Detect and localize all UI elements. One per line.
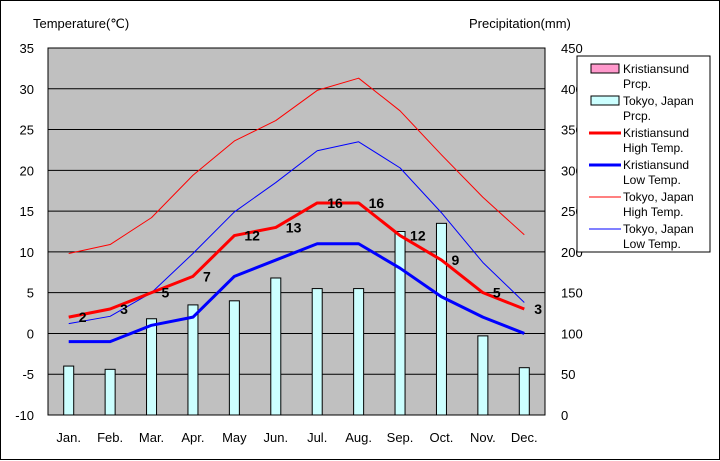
x-tick-label: Nov.: [470, 430, 496, 445]
x-axis-ticks: Jan. Feb. Mar. Apr. May Jun. Jul. Aug. Sep. Oct. N…: [56, 430, 537, 445]
legend-label: Low Temp.: [623, 237, 681, 251]
y-right-tick-label: 0: [561, 408, 568, 423]
y-left-tick-label: -10: [15, 408, 34, 423]
y-right-axis-title: Precipitation(mm): [469, 16, 571, 31]
data-label: 13: [286, 219, 302, 235]
x-tick-label: May: [222, 430, 247, 445]
y-right-tick-label: 100: [561, 326, 583, 341]
x-tick-label: Dec.: [511, 430, 538, 445]
precipitation-bar: [311, 288, 323, 416]
y-right-tick-label: 150: [561, 286, 583, 301]
y-left-tick-label: 30: [20, 82, 34, 97]
x-tick-label: Oct.: [430, 430, 454, 445]
y-right-tick-label: 50: [561, 367, 575, 382]
y-left-axis-ticks: 35 30 25 20 15 10 5 0 -5 -10: [15, 41, 34, 423]
precipitation-bar: [187, 304, 199, 416]
x-tick-label: Feb.: [97, 430, 123, 445]
data-label: 5: [162, 285, 170, 301]
y-left-tick-label: 35: [20, 41, 34, 56]
temperature-lines: [68, 77, 525, 344]
data-label: 9: [451, 252, 459, 268]
y-left-tick-label: -5: [22, 367, 34, 382]
precipitation-bar: [146, 318, 158, 416]
precipitation-bar: [394, 231, 406, 416]
precipitation-bar: [518, 367, 530, 416]
x-tick-label: Jul.: [307, 430, 327, 445]
precipitation-bar: [435, 222, 447, 416]
data-label: 2: [79, 309, 87, 325]
precipitation-bar: [353, 288, 365, 416]
y-left-tick-label: 5: [27, 286, 34, 301]
legend-label: High Temp.: [623, 205, 683, 219]
legend-label: Kristiansund: [623, 62, 689, 76]
data-label: 3: [120, 301, 128, 317]
legend-swatch: [590, 63, 620, 74]
data-label: 3: [534, 301, 542, 317]
precipitation-bar: [228, 300, 240, 416]
x-tick-label: Apr.: [181, 430, 204, 445]
x-tick-label: Sep.: [387, 430, 414, 445]
precipitation-bar: [63, 365, 75, 416]
legend-label: Tokyo, Japan: [623, 94, 694, 108]
x-tick-label: Mar.: [139, 430, 164, 445]
y-left-tick-label: 0: [27, 326, 34, 341]
data-label: 5: [493, 285, 501, 301]
data-labels: 2 3 5 7 12 13 16 16 12 9 5 3: [79, 195, 543, 325]
precipitation-bar: [104, 368, 116, 416]
x-tick-label: Jun.: [264, 430, 289, 445]
legend-label: High Temp.: [623, 141, 683, 155]
data-label: 16: [369, 195, 385, 211]
legend-label: Prcp.: [623, 77, 651, 91]
legend-label: Tokyo, Japan: [623, 190, 694, 204]
legend-swatch: [590, 95, 620, 106]
y-left-tick-label: 15: [20, 204, 34, 219]
legend-label: Prcp.: [623, 109, 651, 123]
precipitation-bar: [270, 277, 282, 416]
data-label: 12: [244, 228, 260, 244]
y-left-tick-label: 20: [20, 163, 34, 178]
legend-label: Tokyo, Japan: [623, 222, 694, 236]
temperature-line: [68, 242, 525, 344]
x-tick-label: Jan.: [56, 430, 81, 445]
legend-label: Kristiansund: [623, 126, 689, 140]
temperature-line: [68, 201, 525, 319]
data-label: 12: [410, 228, 426, 244]
legend-label: Low Temp.: [623, 173, 681, 187]
data-label: 7: [203, 268, 211, 284]
y-left-tick-label: 25: [20, 123, 34, 138]
y-left-axis-title: Temperature(℃): [33, 16, 129, 31]
precipitation-bar: [477, 335, 489, 416]
precipitation-bars: [63, 222, 530, 416]
temperature-line: [68, 77, 525, 255]
legend-box: [576, 55, 711, 253]
legend-label: Kristiansund: [623, 158, 689, 172]
y-left-tick-label: 10: [20, 245, 34, 260]
y-right-tick-label: 450: [561, 41, 583, 56]
data-label: 16: [327, 195, 343, 211]
x-tick-label: Aug.: [345, 430, 372, 445]
